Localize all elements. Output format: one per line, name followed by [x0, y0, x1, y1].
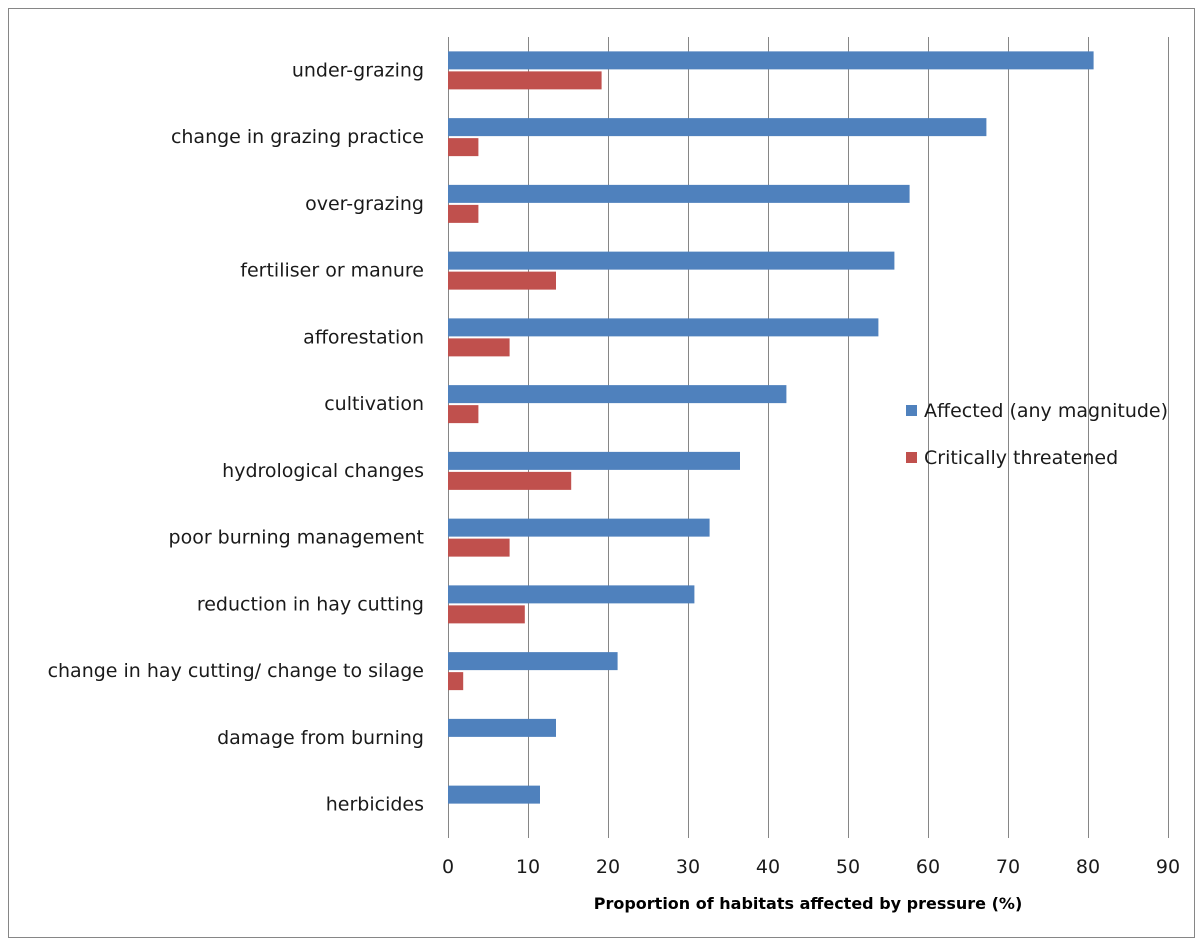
category-label: over-grazing: [305, 193, 424, 215]
bar-critically-threatened: [448, 471, 572, 490]
category-label: change in grazing practice: [171, 126, 424, 148]
bar-affected: [448, 184, 910, 203]
category-label: cultivation: [324, 393, 424, 415]
x-tick-labels: 0 10 20 30 40 50 60 70 80 90: [442, 856, 1180, 878]
legend-label: Affected (any magnitude): [924, 400, 1168, 422]
category-label: damage from burning: [217, 727, 424, 749]
category-label: change in hay cutting/ change to silage: [48, 660, 424, 682]
x-tick-label: 50: [836, 856, 860, 878]
category-label: poor burning management: [169, 527, 424, 549]
bar-critically-threatened: [448, 204, 479, 223]
bar-critically-threatened: [448, 338, 510, 357]
legend-swatch: [906, 405, 917, 416]
chart-frame: under-grazing change in grazing practice o…: [8, 8, 1195, 938]
bar-affected: [448, 385, 787, 404]
gridlines: [448, 37, 1169, 838]
bar-critically-threatened: [448, 71, 602, 90]
bar-affected: [448, 51, 1094, 70]
bar-affected: [448, 785, 540, 804]
bar-critically-threatened: [448, 605, 525, 624]
bar-affected: [448, 318, 879, 337]
category-label: hydrological changes: [222, 460, 424, 482]
bar-affected: [448, 652, 618, 671]
x-tick-label: 0: [442, 856, 454, 878]
category-label: reduction in hay cutting: [197, 593, 424, 615]
x-tick-label: 20: [596, 856, 620, 878]
x-tick-label: 90: [1156, 856, 1180, 878]
bar-affected: [448, 251, 895, 270]
bar-critically-threatened: [448, 538, 510, 557]
category-label: fertiliser or manure: [240, 260, 424, 282]
legend-label: Critically threatened: [924, 447, 1118, 469]
bar-chart: under-grazing change in grazing practice o…: [48, 37, 1180, 913]
bar-critically-threatened: [448, 271, 556, 290]
bar-affected: [448, 451, 740, 470]
category-label: herbicides: [326, 794, 424, 816]
bar-affected: [448, 518, 710, 537]
bar-affected: [448, 118, 987, 137]
bar-affected: [448, 718, 556, 737]
x-tick-label: 80: [1076, 856, 1100, 878]
x-tick-label: 70: [996, 856, 1020, 878]
bars: [448, 51, 1094, 804]
x-tick-label: 30: [676, 856, 700, 878]
legend: Affected (any magnitude) Critically threa…: [906, 400, 1168, 469]
x-tick-label: 40: [756, 856, 780, 878]
bar-critically-threatened: [448, 405, 479, 424]
bar-critically-threatened: [448, 138, 479, 157]
category-label: under-grazing: [292, 59, 424, 81]
category-labels: under-grazing change in grazing practice o…: [48, 59, 424, 815]
bar-affected: [448, 585, 695, 604]
x-tick-label: 10: [516, 856, 540, 878]
x-axis-title: Proportion of habitats affected by press…: [594, 894, 1023, 913]
legend-swatch: [906, 452, 917, 463]
bar-critically-threatened: [448, 672, 464, 691]
x-tick-label: 60: [916, 856, 940, 878]
category-label: afforestation: [303, 326, 424, 348]
